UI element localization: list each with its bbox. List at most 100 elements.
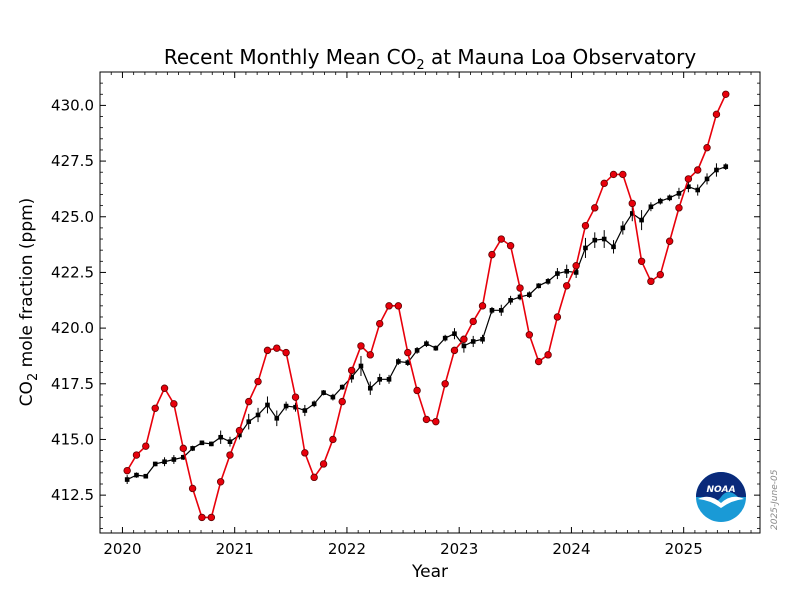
data-point xyxy=(216,478,225,486)
data-point xyxy=(414,348,420,353)
data-point xyxy=(695,187,701,193)
data-point xyxy=(226,451,234,459)
noaa-logo-text: NOAA xyxy=(706,485,735,495)
data-point xyxy=(366,351,374,359)
data-point xyxy=(517,294,523,300)
data-point xyxy=(544,351,552,359)
x-tick-label: 2020 xyxy=(103,540,141,558)
data-point xyxy=(461,343,467,349)
data-point xyxy=(209,441,214,447)
x-axis-label: Year xyxy=(411,562,448,582)
data-point xyxy=(422,415,431,424)
data-point xyxy=(450,346,459,355)
data-point xyxy=(460,335,468,343)
data-point xyxy=(349,374,354,380)
data-point xyxy=(506,242,515,250)
x-tick-label: 2023 xyxy=(440,540,478,558)
data-point xyxy=(564,269,570,274)
data-point xyxy=(525,331,534,339)
data-point xyxy=(237,432,242,438)
data-point xyxy=(394,302,403,310)
data-point xyxy=(572,262,580,270)
x-tick-label: 2021 xyxy=(216,540,254,558)
data-point xyxy=(255,412,261,418)
data-point xyxy=(180,454,186,460)
data-point xyxy=(227,439,233,444)
series-monthly-mean xyxy=(123,90,730,522)
data-point xyxy=(330,394,336,400)
data-point xyxy=(405,360,411,365)
data-point xyxy=(273,344,281,352)
data-point xyxy=(497,235,505,243)
data-point xyxy=(536,283,541,289)
data-point xyxy=(274,416,280,421)
data-point xyxy=(198,513,206,522)
data-point xyxy=(676,191,682,196)
data-point xyxy=(263,346,272,355)
plot-frame xyxy=(99,71,761,534)
data-point xyxy=(218,434,223,440)
data-point xyxy=(686,184,691,189)
data-point xyxy=(207,513,216,522)
data-point xyxy=(648,204,654,210)
data-point xyxy=(311,401,317,407)
data-point xyxy=(357,342,365,350)
data-point xyxy=(637,257,646,265)
data-point xyxy=(329,435,337,444)
series-layer xyxy=(123,90,730,522)
data-point xyxy=(282,348,290,357)
data-point xyxy=(658,198,663,204)
data-point xyxy=(160,384,169,392)
data-point xyxy=(703,144,711,152)
data-point xyxy=(385,302,393,310)
data-point xyxy=(124,477,130,482)
data-point xyxy=(480,336,485,342)
data-point xyxy=(433,345,439,351)
data-point xyxy=(592,237,598,243)
data-point xyxy=(694,166,702,174)
data-point xyxy=(609,170,618,179)
x-tick-label: 2025 xyxy=(665,540,703,558)
data-point xyxy=(171,457,177,462)
data-point xyxy=(302,408,308,413)
data-point xyxy=(620,225,626,231)
data-point xyxy=(162,459,167,465)
data-point xyxy=(656,270,665,279)
data-point xyxy=(498,307,504,313)
data-point xyxy=(611,244,616,250)
y-tick-label: 422.5 xyxy=(51,263,94,281)
data-point xyxy=(339,384,345,390)
data-point xyxy=(199,440,205,446)
data-point xyxy=(527,292,532,298)
series-line xyxy=(126,93,727,519)
data-point xyxy=(404,348,412,357)
data-point xyxy=(367,385,373,391)
data-point xyxy=(628,199,636,208)
data-point xyxy=(583,245,588,251)
data-point xyxy=(432,417,440,426)
data-point xyxy=(123,466,131,475)
data-point xyxy=(151,404,159,412)
data-point xyxy=(283,403,289,409)
data-point xyxy=(265,402,270,408)
data-point xyxy=(545,279,551,284)
data-point xyxy=(377,377,383,382)
data-point xyxy=(246,419,252,424)
data-point xyxy=(188,484,197,493)
data-point xyxy=(573,270,579,275)
data-point xyxy=(310,473,318,482)
data-point xyxy=(722,90,730,98)
y-axis-label: CO2 mole fraction (ppm) xyxy=(17,198,41,407)
data-point xyxy=(376,319,384,328)
y-tick-label: 420.0 xyxy=(51,319,94,337)
data-point xyxy=(647,277,655,286)
data-point xyxy=(639,217,644,223)
y-axis-ticks: 412.5 415.0 417.5 420.0 422.5 425.0 427.5 430.0 xyxy=(51,71,760,529)
date-stamp: 2025-June-05 xyxy=(770,469,780,530)
data-point xyxy=(301,449,309,457)
data-point xyxy=(347,366,356,375)
data-point xyxy=(534,357,543,366)
series-seasonally-corrected xyxy=(124,163,729,485)
